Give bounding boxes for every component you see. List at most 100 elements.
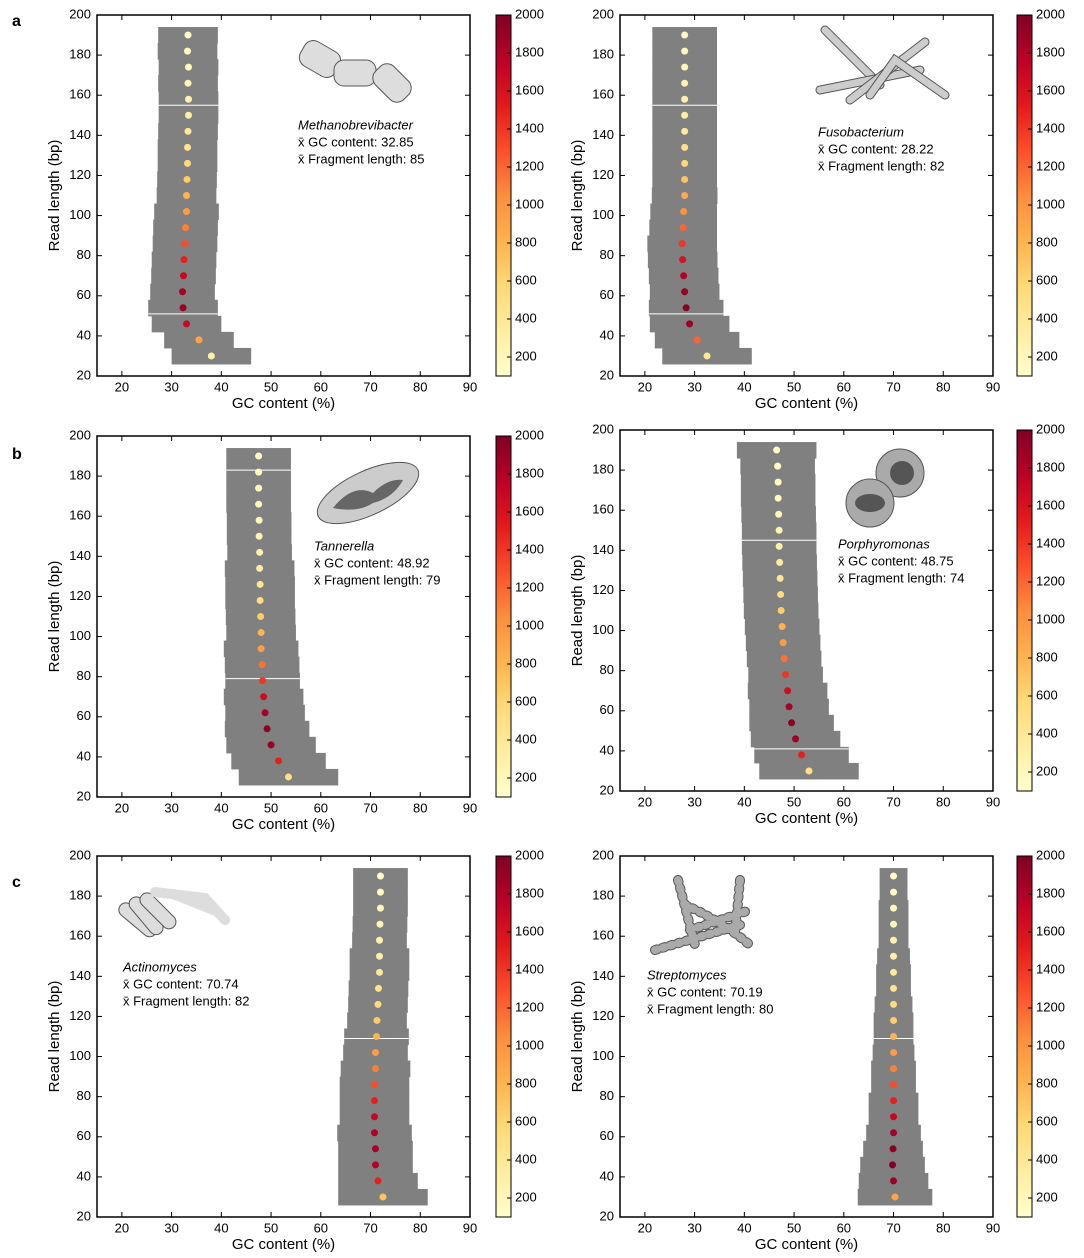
colorbar-tick-label: 1400 <box>515 961 544 976</box>
x-tick-label: 30 <box>164 800 178 815</box>
y-tick-label: 120 <box>592 1008 614 1023</box>
point <box>255 484 263 492</box>
illustration <box>815 25 950 105</box>
point <box>774 494 782 502</box>
y-tick-label: 120 <box>592 582 614 597</box>
y-tick-label: 80 <box>77 1088 91 1103</box>
x-tick-label: 80 <box>936 794 950 809</box>
annotation: x̄ Fragment length: 74 <box>838 570 964 585</box>
x-tick-label: 80 <box>413 1220 427 1235</box>
colorbar-tick-label: 800 <box>515 655 537 670</box>
illustration <box>316 461 420 525</box>
colorbar-tick-label: 2000 <box>515 427 544 442</box>
point <box>255 452 263 460</box>
colorbar-tick-label: 1200 <box>1036 158 1065 173</box>
y-tick-label: 140 <box>592 542 614 557</box>
point <box>776 558 784 566</box>
y-tick-label: 100 <box>592 622 614 637</box>
annotation: x̄ Fragment length: 82 <box>818 158 944 173</box>
annotation: x̄ GC content: 48.75 <box>838 553 954 568</box>
y-tick-label: 200 <box>592 847 614 862</box>
x-tick-label: 50 <box>264 379 278 394</box>
x-tick-label: 90 <box>463 379 477 394</box>
organism-name: Actinomyces <box>122 959 197 974</box>
point <box>890 1081 898 1089</box>
colorbar-tick-label: 400 <box>1036 725 1058 740</box>
annotation: x̄ GC content: 48.92 <box>314 555 430 570</box>
y-tick-label: 100 <box>69 1048 91 1063</box>
organism-name: Methanobrevibacter <box>298 117 414 132</box>
point <box>890 1113 898 1121</box>
point <box>680 272 688 280</box>
colorbar-tick-label: 1200 <box>1036 999 1065 1014</box>
y-tick-label: 100 <box>592 207 614 222</box>
y-tick-label: 40 <box>77 1168 91 1183</box>
point <box>681 95 689 103</box>
colorbar-tick-label: 2000 <box>1036 6 1065 21</box>
colorbar-tick-label: 1400 <box>515 120 544 135</box>
y-tick-label: 60 <box>77 1128 91 1143</box>
y-axis-label: Read length (bp) <box>569 140 586 252</box>
organism-name: Porphyromonas <box>838 536 930 551</box>
panel-label: c <box>12 874 21 891</box>
colorbar-tick-label: 1600 <box>1036 497 1065 512</box>
x-tick-label: 70 <box>363 379 377 394</box>
y-tick-label: 20 <box>600 1208 614 1223</box>
point <box>805 767 813 775</box>
x-tick-label: 80 <box>936 379 950 394</box>
colorbar-tick-label: 1600 <box>515 923 544 938</box>
colorbar-tick-label: 1600 <box>515 82 544 97</box>
y-axis-label: Read length (bp) <box>569 555 586 667</box>
colorbar-tick-label: 1800 <box>1036 885 1065 900</box>
y-axis-label: Read length (bp) <box>569 981 586 1093</box>
point <box>785 703 793 711</box>
x-tick-label: 80 <box>936 1220 950 1235</box>
colorbar-tick-label: 1600 <box>515 503 544 518</box>
colorbar <box>1016 855 1033 1218</box>
x-tick-label: 90 <box>986 379 1000 394</box>
y-axis-label: Read length (bp) <box>46 140 63 252</box>
point <box>255 532 263 540</box>
colorbar-tick-label: 200 <box>515 348 537 363</box>
y-tick-label: 20 <box>600 367 614 382</box>
y-tick-label: 200 <box>592 6 614 21</box>
point <box>890 888 898 896</box>
plot-frame <box>619 429 994 792</box>
point <box>183 208 191 216</box>
point <box>773 446 781 454</box>
x-tick-label: 30 <box>687 1220 701 1235</box>
point <box>372 1161 380 1169</box>
y-tick-label: 140 <box>69 548 91 563</box>
point <box>371 1097 379 1105</box>
y-tick-label: 100 <box>69 628 91 643</box>
x-axis-label: GC content (%) <box>232 816 335 833</box>
illustration <box>118 887 230 938</box>
colorbar-tick-label: 400 <box>515 731 537 746</box>
colorbar-tick-label: 1800 <box>515 885 544 900</box>
plot-frame <box>96 14 471 377</box>
y-tick-label: 200 <box>69 6 91 21</box>
illustration <box>845 448 925 528</box>
y-tick-label: 140 <box>592 968 614 983</box>
point <box>372 1065 380 1073</box>
colorbar-tick-label: 800 <box>1036 649 1058 664</box>
point <box>255 500 263 508</box>
y-tick-label: 140 <box>69 127 91 142</box>
y-tick-label: 120 <box>69 167 91 182</box>
point <box>185 95 193 103</box>
point <box>890 904 898 912</box>
x-tick-label: 90 <box>463 800 477 815</box>
x-tick-label: 70 <box>363 1220 377 1235</box>
organism-name: Fusobacterium <box>818 124 904 139</box>
point <box>890 1097 898 1105</box>
point <box>184 47 192 55</box>
colorbar-tick-label: 800 <box>1036 234 1058 249</box>
point <box>183 320 191 328</box>
point <box>258 661 266 669</box>
organism-name: Streptomyces <box>647 967 727 982</box>
point <box>257 613 265 620</box>
point <box>703 352 711 360</box>
point <box>184 79 192 87</box>
colorbar <box>1016 14 1033 377</box>
colorbar-tick-label: 200 <box>515 769 537 784</box>
